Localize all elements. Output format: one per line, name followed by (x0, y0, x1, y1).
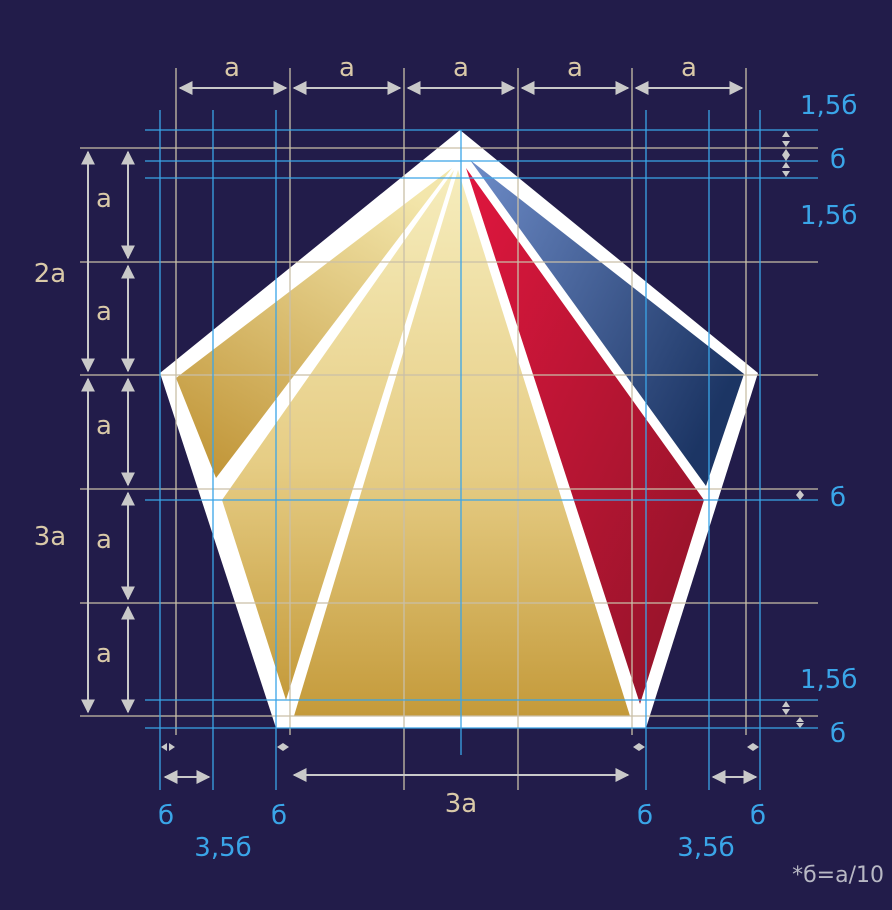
tick-marker (796, 490, 804, 500)
gold-second-segment (222, 170, 454, 700)
top-label: a (681, 53, 697, 83)
tick-marker (277, 743, 289, 751)
left-inner-label: a (96, 411, 112, 441)
left-labels: 2a 3a a a a a a (34, 184, 112, 669)
bottom-labels: б б б б 3,5б 3,5б 3a (158, 789, 766, 863)
right-label: б (830, 719, 846, 749)
left-inner-label: a (96, 184, 112, 214)
left-inner-label: a (96, 297, 112, 327)
right-label: 1,5б (800, 201, 857, 231)
bottom-b-label: б (271, 801, 287, 831)
top-label: a (567, 53, 583, 83)
tick-marker (633, 743, 645, 751)
left-outer-label: 2a (34, 259, 66, 289)
tick-marker (796, 717, 804, 728)
top-label: a (453, 53, 469, 83)
top-labels: a a a a a (224, 53, 697, 83)
tick-marker (782, 162, 790, 177)
bottom-35b-label: 3,5б (677, 833, 734, 863)
left-inner-label: a (96, 639, 112, 669)
blue-grid (145, 110, 818, 790)
beige-grid (80, 68, 818, 790)
right-labels: 1,5б б 1,5б б 1,5б б (800, 91, 857, 749)
left-inner-label: a (96, 525, 112, 555)
bottom-b-label: б (637, 801, 653, 831)
pentagon (160, 130, 758, 728)
right-label: б (830, 483, 846, 513)
bottom-b-label: б (750, 801, 766, 831)
formula-note: *б=a/10 (792, 863, 884, 888)
tick-marker (782, 701, 790, 715)
dimension-arrows (81, 81, 758, 784)
red-segment (466, 168, 704, 704)
small-tick-markers (161, 131, 804, 751)
top-label: a (224, 53, 240, 83)
right-label: 1,5б (800, 665, 857, 695)
tick-marker (782, 131, 790, 147)
right-label: 1,5б (800, 91, 857, 121)
tick-marker (747, 743, 759, 751)
bottom-b-label: б (158, 801, 174, 831)
bottom-35b-label: 3,5б (194, 833, 251, 863)
tick-marker (161, 743, 175, 751)
right-label: б (830, 145, 846, 175)
left-outer-label: 3a (34, 522, 66, 552)
blue-segment (470, 160, 744, 486)
gold-central-segment (294, 170, 630, 716)
tick-marker (782, 149, 790, 161)
bottom-3a-label: 3a (445, 789, 477, 819)
gold-left-segment (176, 168, 452, 478)
top-label: a (339, 53, 355, 83)
